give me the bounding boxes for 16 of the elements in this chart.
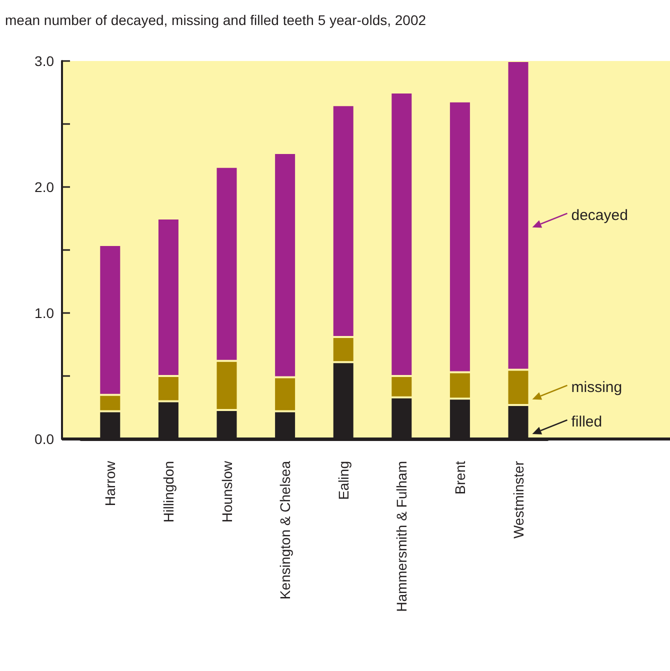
- legend-label: filled: [571, 413, 602, 430]
- x-tick-label: Hillingdon: [160, 461, 176, 522]
- x-tick-label: Hounslow: [218, 460, 235, 522]
- legend-label: missing: [571, 378, 622, 396]
- y-tick-label: 1.0: [34, 305, 54, 321]
- y-tick-label: 0.0: [34, 431, 54, 447]
- x-tick-label: Kensington & Chelsea: [277, 460, 294, 600]
- y-tick-label: 2.0: [34, 179, 54, 195]
- x-tick-label: Hammersmith & Fulham: [394, 461, 410, 612]
- x-tick-label: Brent: [452, 460, 468, 494]
- x-tick-label: Ealing: [335, 461, 352, 500]
- x-tick-label: Westminster: [510, 460, 526, 539]
- legend-label: decayed: [571, 206, 628, 224]
- y-tick-label: 3.0: [34, 53, 54, 69]
- chart-title: mean number of decayed, missing and filled teeth 5 year-olds, 2002: [5, 12, 426, 28]
- x-tick-label: Harrow: [102, 460, 118, 506]
